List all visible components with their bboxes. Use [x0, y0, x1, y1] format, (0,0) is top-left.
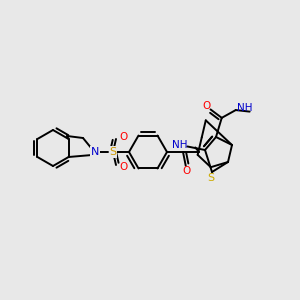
Text: O: O — [183, 166, 191, 176]
Text: S: S — [110, 147, 117, 157]
Text: O: O — [119, 162, 127, 172]
Text: NH: NH — [237, 103, 253, 113]
Text: S: S — [207, 173, 214, 183]
Text: O: O — [119, 132, 127, 142]
Text: N: N — [91, 147, 99, 157]
Text: NH: NH — [172, 140, 187, 151]
Text: O: O — [202, 101, 211, 111]
